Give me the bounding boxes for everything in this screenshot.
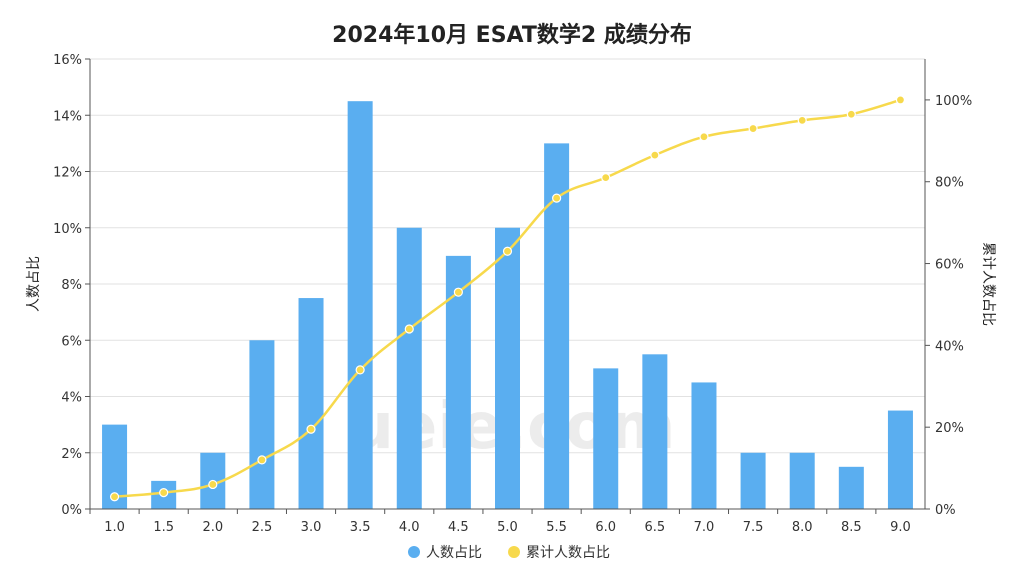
x-tick-label: 3.0 bbox=[301, 520, 322, 535]
line-point bbox=[257, 455, 267, 465]
x-tick-label: 4.5 bbox=[448, 520, 469, 535]
line-point bbox=[502, 246, 513, 256]
bar bbox=[593, 368, 619, 509]
y2-tick-label: 100% bbox=[935, 94, 972, 109]
bar bbox=[887, 410, 913, 509]
x-tick-label: 2.0 bbox=[202, 520, 223, 535]
x-tick-label: 1.0 bbox=[104, 520, 125, 535]
line-point bbox=[159, 488, 169, 498]
bar bbox=[691, 382, 717, 509]
y-tick-label: 8% bbox=[61, 278, 82, 293]
bar bbox=[396, 227, 422, 509]
line-point bbox=[355, 365, 365, 375]
legend-label-bar: 人数占比 bbox=[426, 545, 482, 561]
x-tick-label: 1.5 bbox=[153, 520, 174, 535]
y2-tick-label: 40% bbox=[935, 339, 964, 354]
y-tick-label: 16% bbox=[53, 53, 82, 68]
line-point bbox=[404, 324, 414, 334]
y-axis-label: 人数占比 bbox=[26, 256, 42, 312]
x-tick-label: 7.0 bbox=[694, 520, 715, 535]
bar bbox=[642, 354, 668, 509]
y-tick-label: 4% bbox=[61, 391, 82, 406]
bar bbox=[740, 452, 766, 509]
bar bbox=[838, 466, 864, 509]
x-tick-label: 9.0 bbox=[890, 520, 911, 535]
line-point bbox=[797, 115, 807, 125]
bar bbox=[789, 452, 815, 509]
x-tick-label: 4.0 bbox=[399, 520, 420, 535]
line-point bbox=[748, 123, 758, 134]
line-point bbox=[306, 424, 316, 434]
legend: 人数占比 累计人数占比 bbox=[408, 545, 610, 561]
x-tick-label: 5.0 bbox=[497, 520, 518, 535]
legend-label-line: 累计人数占比 bbox=[526, 545, 610, 561]
bar bbox=[298, 298, 324, 509]
x-tick-label: 8.5 bbox=[841, 520, 862, 535]
y2-tick-label: 80% bbox=[935, 176, 964, 191]
line-point bbox=[650, 150, 660, 160]
y-tick-label: 12% bbox=[53, 166, 82, 181]
y-tick-label: 14% bbox=[53, 109, 82, 124]
y-tick-label: 0% bbox=[61, 503, 82, 518]
line-point bbox=[552, 193, 562, 203]
line-point bbox=[109, 492, 120, 502]
x-tick-label: 6.5 bbox=[645, 520, 666, 535]
x-tick-label: 7.5 bbox=[743, 520, 764, 535]
legend-marker-line bbox=[508, 546, 520, 558]
chart-title: 2024年10月 ESAT数学2 成绩分布 bbox=[332, 22, 692, 48]
x-tick-label: 5.5 bbox=[546, 520, 567, 535]
x-tick-label: 6.0 bbox=[595, 520, 616, 535]
bar bbox=[249, 340, 275, 509]
x-tick-label: 8.0 bbox=[792, 520, 813, 535]
bar bbox=[495, 227, 520, 509]
y2-tick-label: 20% bbox=[935, 421, 964, 436]
line-point bbox=[846, 109, 856, 119]
y2-tick-label: 0% bbox=[935, 503, 956, 518]
y-tick-label: 10% bbox=[53, 222, 82, 237]
line-point bbox=[601, 173, 611, 183]
y2-axis-label: 累计人数占比 bbox=[980, 242, 996, 326]
x-tick-label: 2.5 bbox=[252, 520, 273, 535]
line-point bbox=[895, 95, 906, 105]
line-point bbox=[453, 287, 463, 297]
x-tick-label: 3.5 bbox=[350, 520, 371, 535]
y-tick-label: 2% bbox=[61, 447, 82, 462]
line-point bbox=[699, 132, 709, 142]
y2-tick-label: 60% bbox=[935, 258, 964, 273]
bar bbox=[347, 101, 373, 509]
line-point bbox=[208, 479, 218, 490]
legend-marker-bar bbox=[408, 546, 420, 558]
y-tick-label: 6% bbox=[61, 334, 82, 349]
